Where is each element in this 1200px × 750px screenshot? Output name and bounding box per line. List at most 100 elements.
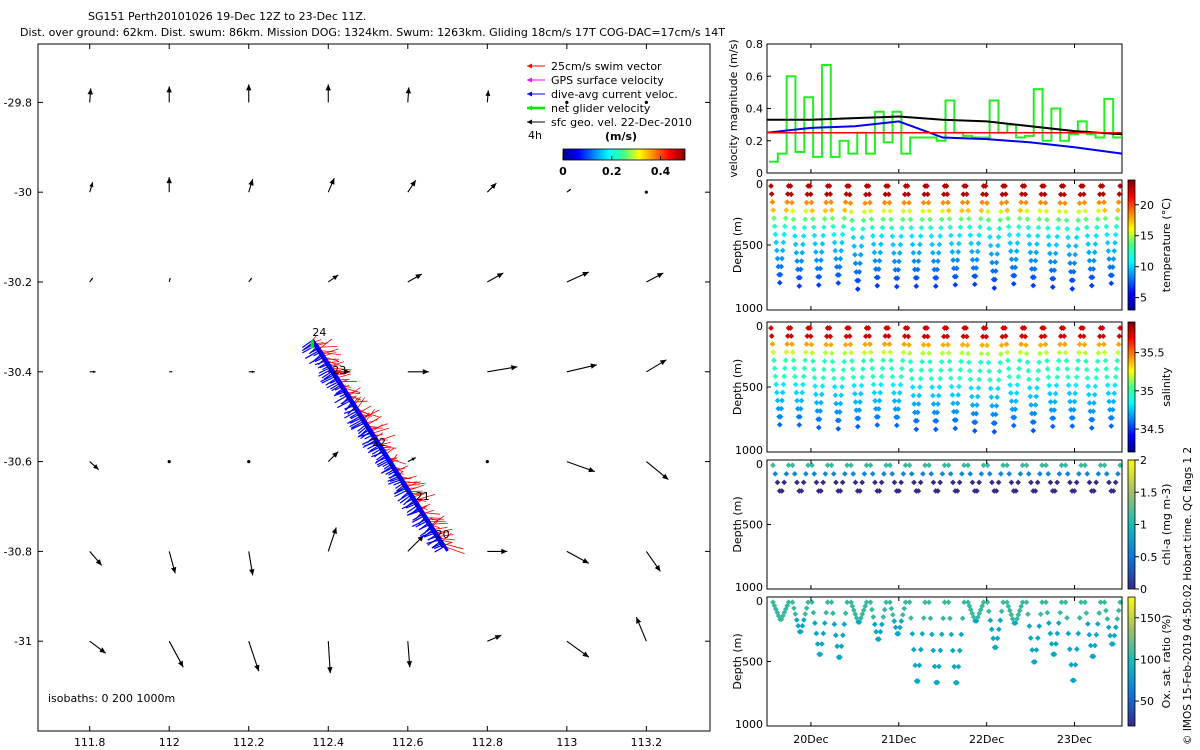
data-point <box>1047 390 1053 397</box>
data-point <box>1012 264 1019 271</box>
current-vector <box>393 487 407 495</box>
data-point <box>938 631 945 638</box>
data-point <box>1037 208 1043 214</box>
data-point <box>1076 200 1083 206</box>
data-point <box>994 635 1001 642</box>
data-point <box>1013 256 1019 263</box>
data-point <box>818 257 824 264</box>
data-point <box>1056 208 1063 215</box>
swim-vector <box>407 481 421 488</box>
data-point <box>1076 615 1083 621</box>
data-point <box>926 208 933 214</box>
data-point <box>1083 216 1089 223</box>
current-vector <box>320 374 335 383</box>
data-point <box>1061 333 1068 340</box>
data-point <box>878 479 885 486</box>
data-point <box>870 614 877 620</box>
data-point <box>980 599 987 606</box>
data-point <box>953 417 959 423</box>
data-point <box>1072 390 1079 397</box>
data-point <box>966 368 973 374</box>
data-point <box>1082 599 1088 606</box>
colorbar-tick-label: 0 <box>559 165 567 178</box>
data-point <box>916 249 923 256</box>
data-point <box>780 381 787 388</box>
data-point <box>871 249 878 256</box>
data-point <box>789 208 796 214</box>
data-point <box>782 365 788 372</box>
data-point <box>937 375 943 382</box>
data-point <box>1017 349 1024 356</box>
swim-vector <box>404 481 418 484</box>
data-point <box>783 207 790 214</box>
data-point <box>887 349 894 356</box>
geo-velocity-arrow-head <box>411 457 416 462</box>
data-point <box>929 241 935 248</box>
data-point <box>944 333 951 340</box>
data-point <box>784 191 791 197</box>
data-point <box>937 479 943 486</box>
data-point <box>926 462 932 469</box>
data-point <box>918 646 924 653</box>
data-point <box>768 183 774 189</box>
data-point <box>940 615 947 622</box>
data-point <box>799 623 806 629</box>
data-point <box>1039 599 1045 606</box>
data-point <box>920 350 926 357</box>
data-point <box>1033 647 1040 653</box>
data-point <box>1048 267 1055 274</box>
data-point <box>867 462 874 469</box>
data-point <box>768 191 775 197</box>
data-point <box>924 325 930 331</box>
data-point <box>1032 659 1038 665</box>
data-point <box>859 234 865 241</box>
data-point <box>1096 191 1103 198</box>
data-point <box>1086 257 1093 264</box>
speed-colorbar-ticks: 0 0.2 0.4 <box>559 156 671 178</box>
data-point <box>818 399 824 406</box>
data-point <box>994 251 1001 257</box>
data-point <box>1004 349 1011 356</box>
data-point <box>779 247 786 254</box>
data-point <box>784 341 790 347</box>
swim-vector <box>402 475 417 481</box>
data-point <box>1046 242 1052 248</box>
data-point <box>949 249 956 255</box>
swim-vector <box>324 353 332 357</box>
data-point <box>774 255 781 262</box>
data-point <box>890 241 896 248</box>
data-point <box>1034 376 1041 383</box>
data-point <box>868 216 875 223</box>
data-point <box>888 216 894 223</box>
data-point <box>876 636 882 642</box>
data-point <box>792 373 798 380</box>
current-vector <box>344 410 358 419</box>
data-point <box>954 400 961 407</box>
data-point <box>1080 333 1087 340</box>
depth-tick-label: 500 <box>742 519 763 532</box>
data-point <box>968 385 974 391</box>
data-point <box>1070 415 1076 421</box>
data-point <box>966 359 972 366</box>
data-point <box>824 462 831 469</box>
data-point <box>1109 272 1115 279</box>
data-point <box>1111 632 1118 639</box>
data-point <box>1072 251 1079 258</box>
data-point <box>945 462 952 469</box>
data-point <box>846 325 852 331</box>
data-point <box>856 269 863 275</box>
data-point <box>911 479 917 486</box>
data-point <box>1025 611 1031 618</box>
data-point <box>971 427 978 434</box>
data-point <box>1021 183 1028 189</box>
data-point <box>1029 647 1036 653</box>
geo-velocity-arrow-head <box>246 84 252 91</box>
data-point <box>789 462 796 469</box>
data-point <box>1008 256 1015 263</box>
data-point <box>1009 264 1016 271</box>
geo-velocity-arrow-head <box>92 370 96 373</box>
data-point <box>895 406 902 412</box>
data-point <box>970 265 977 271</box>
data-point <box>1035 224 1042 231</box>
